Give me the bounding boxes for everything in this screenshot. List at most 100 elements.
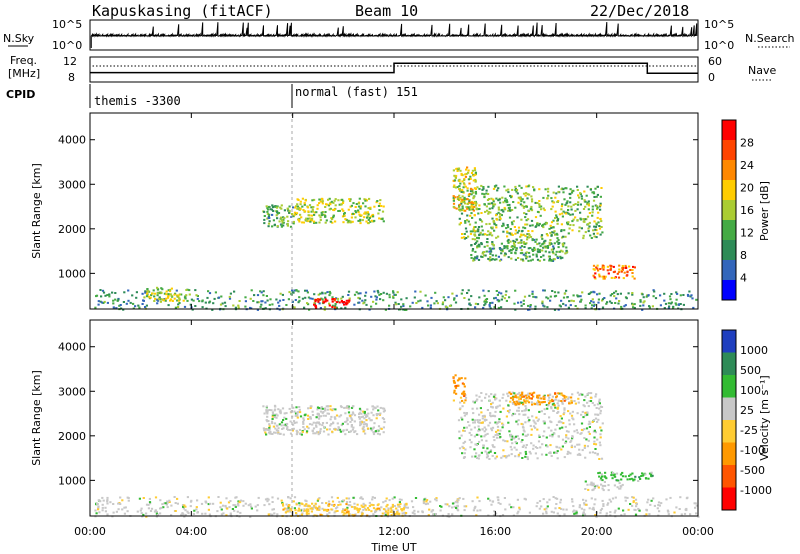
velocity-cbar-tick-4: -25 [740,424,758,437]
xtick-label-6: 00:00 [682,525,714,538]
xtick-label-0: 00:00 [74,525,106,538]
beam-label: Beam 10 [355,2,418,20]
velocity-cbar-tick-7: -1000 [740,484,772,497]
power-panel: 1000 2000 3000 4000 Slant Range [km] 28 24 20… [30,112,771,311]
cpid-label: CPID [6,88,35,101]
power-region-4 [292,197,385,225]
power-frame [89,112,699,310]
power-cbar-cell-5 [722,220,736,240]
power-cbar-tick-5: 8 [740,249,747,262]
velocity-cbar-tick-1: 500 [740,364,761,377]
power-cbar-tick-2: 20 [740,182,754,195]
power-ytick-label-3: 4000 [58,134,86,147]
velocity-panel: 1000 2000 3000 4000 Slant Range [km] 1000 50… [30,319,772,518]
velocity-ytick-label-2: 3000 [58,385,86,398]
velocity-region-6 [597,471,654,482]
velocity-cbar-cell-7 [722,487,736,510]
power-region-6 [470,237,569,262]
nsky-trace [90,22,698,48]
power-cbar-cell-3 [722,180,736,200]
power-ylabel: Slant Range [km] [30,163,43,259]
velocity-cbar-cell-5 [722,442,736,465]
velocity-yticks: 1000 2000 3000 4000 [58,341,698,487]
power-ytick-label-2: 3000 [58,178,86,191]
velocity-cbar-cell-6 [722,465,736,488]
power-region-8 [452,166,478,212]
power-cbar-cell-2 [722,160,736,180]
velocity-region-0 [94,496,700,518]
velocity-colorbar: 1000 500 100 25 -25 -100 -500 -1000 [721,329,772,511]
freq-label-line2: [MHz] [8,67,40,80]
power-cbar-cell-8 [722,280,736,300]
power-cbar-cell-0 [722,120,736,140]
velocity-cbar-cell-1 [722,352,736,375]
xtick-label-1: 04:00 [175,525,207,538]
xtick-label-4: 16:00 [479,525,511,538]
power-cbar-label: Power [dB] [758,181,771,241]
velocity-region-5 [452,374,467,402]
freq-tick-bottom: 8 [68,71,75,84]
cpid-segment-1: normal (fast) 151 [295,85,418,99]
velocity-cbar-tick-6: -500 [740,464,765,477]
velocity-region-7 [584,480,624,492]
power-cbar-tick-4: 12 [740,227,754,240]
nsky-panel: N.Sky 10^5 10^0 10^5 10^0 N.Search [3,18,795,52]
power-cbar-cell-6 [722,240,736,260]
nsky-label: N.Sky [3,32,35,45]
velocity-heatmap [94,374,700,518]
time-axis-label: Time UT [370,541,416,554]
freq-panel: Freq. [MHz] 12 8 60 0 Nave [8,54,776,84]
velocity-cbar-cell-0 [722,330,736,353]
velocity-ytick-label-3: 4000 [58,341,86,354]
velocity-cbar-tick-5: -100 [740,444,765,457]
freq-label-line1: Freq. [10,54,37,67]
freq-frame [89,56,699,83]
velocity-cbar-tick-0: 1000 [740,344,768,357]
freq-tick-top: 12 [63,55,77,68]
velocity-frame [89,319,699,517]
power-colorbar: 28 24 20 16 12 8 4 [721,119,754,301]
power-cbar-tick-6: 4 [740,272,747,285]
velocity-cbar-cell-4 [722,420,736,443]
nave-label: Nave [748,64,776,77]
nsky-frame [89,19,699,51]
velocity-cbar-tick-3: 25 [740,404,754,417]
power-yticks: 1000 2000 3000 4000 [58,134,698,280]
cpid-segment-0: themis -3300 [94,94,181,108]
velocity-ytick-label-1: 2000 [58,430,86,443]
nave-tick-top: 60 [708,55,722,68]
freq-series-line [90,62,698,75]
velocity-region-4 [508,391,573,407]
power-ytick-label-1: 2000 [58,223,86,236]
power-heatmap [94,166,698,311]
xtick-label-5: 20:00 [581,525,613,538]
velocity-cbar-cell-2 [722,375,736,398]
power-region-5 [458,184,604,240]
nave-tick-bottom: 0 [708,71,715,84]
time-axis-ticks: 00:00 04:00 08:00 12:00 16:00 20:00 00:00 [74,113,714,538]
velocity-region-3 [457,391,604,461]
power-region-1 [145,286,189,302]
velocity-ylabel: Slant Range [km] [30,370,43,466]
nsearch-tick-top: 10^5 [704,18,734,31]
power-region-3 [262,204,295,228]
nsearch-tick-bottom: 10^0 [704,39,734,52]
power-cbar-tick-3: 16 [740,204,754,217]
power-cbar-tick-1: 24 [740,159,754,172]
velocity-cbar-cell-3 [722,397,736,420]
power-cbar-tick-0: 28 [740,137,754,150]
velocity-cbar-tick-2: 100 [740,384,761,397]
nsky-tick-top: 10^5 [52,18,82,31]
xtick-label-2: 08:00 [277,525,309,538]
cpid-panel: CPID themis -3300 normal (fast) 151 [6,84,418,108]
power-cbar-cell-4 [722,200,736,220]
velocity-ytick-label-0: 1000 [58,474,86,487]
velocity-region-2 [262,404,386,436]
power-cbar-cell-7 [722,260,736,280]
nsky-tick-bottom: 10^0 [52,39,82,52]
station-title: Kapuskasing (fitACF) [92,2,273,20]
xtick-label-3: 12:00 [378,525,410,538]
power-cbar-cell-1 [722,140,736,160]
power-region-7 [592,264,636,280]
